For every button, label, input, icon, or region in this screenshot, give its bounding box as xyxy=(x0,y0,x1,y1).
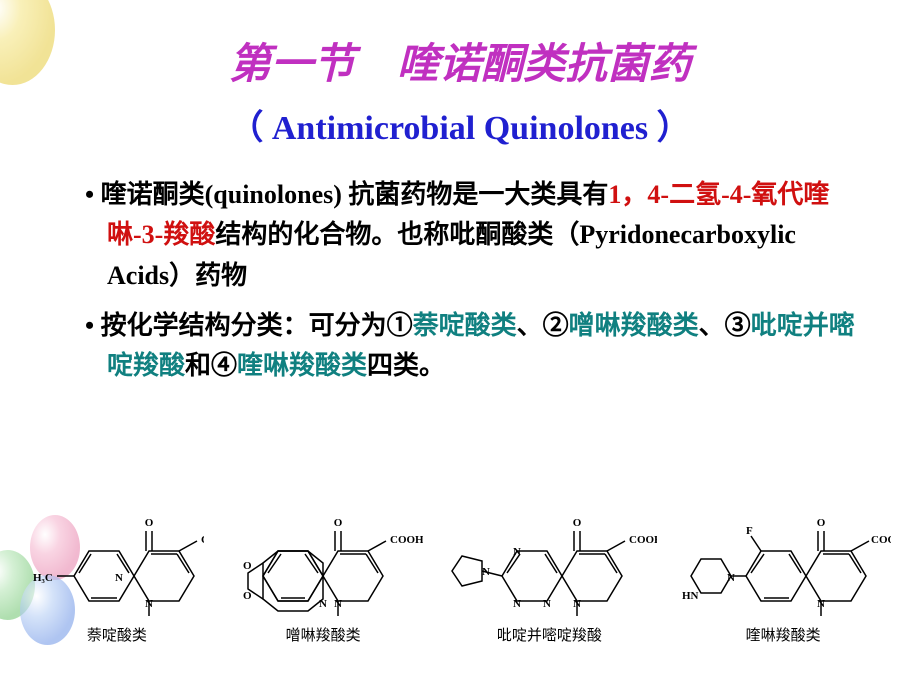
structure-1-svg: O COOH H₃C N N CH₃ xyxy=(29,501,204,616)
body-text: • 喹诺酮类(quinolones) 抗菌药物是一大类具有1，4-二氢-4-氧代… xyxy=(85,175,870,396)
svg-text:N: N xyxy=(727,572,735,584)
b2-s3: 和④ xyxy=(185,351,237,380)
b2-c4: 喹啉羧酸类 xyxy=(237,351,367,380)
b2-post: 四类。 xyxy=(367,351,445,380)
structure-2: O O O COOH N N CH₃ 噌啉羧酸类 xyxy=(223,501,423,645)
b2-s2: 、③ xyxy=(699,311,751,340)
structure-3-svg: N N N N O COOH N CH₃ xyxy=(442,501,657,616)
svg-text:N: N xyxy=(573,598,581,610)
svg-text:COOH: COOH xyxy=(629,534,657,546)
svg-text:O: O xyxy=(145,517,154,529)
structure-4-label: 喹啉羧酸类 xyxy=(676,624,891,645)
b1-t2: 抗菌药物是一大类具有 xyxy=(348,180,608,209)
svg-text:COOH: COOH xyxy=(871,534,891,546)
svg-text:N: N xyxy=(513,598,521,610)
b1-en1: (quinolones) xyxy=(205,180,349,209)
svg-text:O: O xyxy=(816,517,825,529)
svg-text:CH₃: CH₃ xyxy=(346,614,367,616)
svg-text:N: N xyxy=(334,598,342,610)
svg-text:COOH: COOH xyxy=(201,534,204,546)
b2-s1: 、② xyxy=(517,311,569,340)
structure-4-svg: HN N F O COOH N CH₃ xyxy=(676,501,891,616)
svg-text:O: O xyxy=(243,560,252,572)
svg-text:O: O xyxy=(243,590,252,602)
svg-text:H₃C: H₃C xyxy=(33,572,53,584)
section-subtitle: （ Antimicrobial Quinolones ） xyxy=(0,100,920,149)
section-title: 第一节 喹诺酮类抗菌药 xyxy=(0,30,920,91)
svg-text:N: N xyxy=(319,598,327,610)
svg-text:CH₃: CH₃ xyxy=(157,614,178,616)
structure-1: O COOH H₃C N N CH₃ 萘啶酸类 xyxy=(29,501,204,645)
svg-text:F: F xyxy=(746,525,753,537)
svg-text:N: N xyxy=(482,566,490,578)
b1-t3: 结构的化合物。也称吡酮酸类（ xyxy=(215,220,579,249)
svg-text:CH₃: CH₃ xyxy=(829,614,850,616)
b1-pre: 喹诺酮类 xyxy=(101,180,205,209)
b2-c1: 萘啶酸类 xyxy=(413,311,517,340)
svg-text:N: N xyxy=(115,572,123,584)
structure-3: N N N N O COOH N CH₃ 吡啶并嘧啶羧酸 xyxy=(442,501,657,645)
bullet-2: • 按化学结构分类：可分为①萘啶酸类、②噌啉羧酸类、③吡啶并嘧啶羧酸和④喹啉羧酸… xyxy=(85,306,870,387)
svg-text:N: N xyxy=(817,598,825,610)
bullet-1: • 喹诺酮类(quinolones) 抗菌药物是一大类具有1，4-二氢-4-氧代… xyxy=(85,175,870,296)
chemical-structures-row: O COOH H₃C N N CH₃ 萘啶酸类 xyxy=(20,501,900,645)
structure-4: HN N F O COOH N CH₃ 喹啉羧酸类 xyxy=(676,501,891,645)
svg-text:O: O xyxy=(334,517,343,529)
svg-text:CH₃: CH₃ xyxy=(585,614,606,616)
structure-1-label: 萘啶酸类 xyxy=(29,624,204,645)
paren-close: ） xyxy=(657,110,691,147)
svg-text:N: N xyxy=(513,546,521,558)
subtitle-en: Antimicrobial Quinolones xyxy=(272,110,648,147)
structure-2-svg: O O O COOH N N CH₃ xyxy=(223,501,423,616)
structure-3-label: 吡啶并嘧啶羧酸 xyxy=(442,624,657,645)
structure-2-label: 噌啉羧酸类 xyxy=(223,624,423,645)
svg-text:N: N xyxy=(543,598,551,610)
paren-open: （ xyxy=(229,110,263,147)
svg-text:COOH: COOH xyxy=(390,534,423,546)
b2-pre: 按化学结构分类：可分为① xyxy=(101,311,413,340)
svg-text:HN: HN xyxy=(682,590,699,602)
b2-c2: 噌啉羧酸类 xyxy=(569,311,699,340)
b1-t4: ）药物 xyxy=(169,261,247,290)
svg-text:O: O xyxy=(573,517,582,529)
svg-text:N: N xyxy=(145,598,153,610)
